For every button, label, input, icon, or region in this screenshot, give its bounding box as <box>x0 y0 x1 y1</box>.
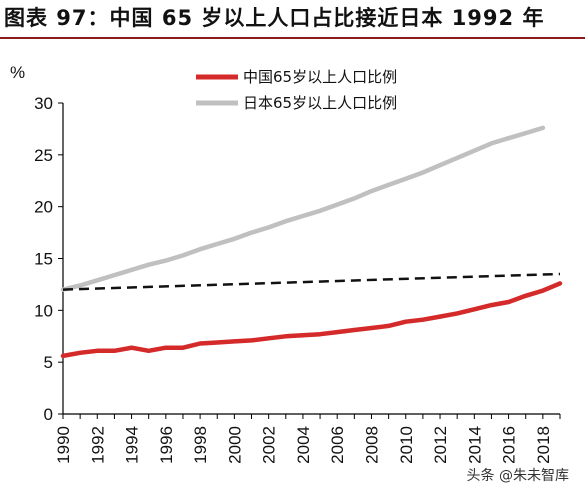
y-tick-label: 20 <box>34 198 53 217</box>
figure-title: 图表 97：中国 65 岁以上人口占比接近日本 1992 年 <box>4 6 545 30</box>
axes: 0 5 10 15 20 25 30 1990 1992 1994 1996 1998 2000 2002… <box>34 94 561 464</box>
x-tick-label: 2018 <box>534 426 553 464</box>
x-tick-label: 2010 <box>397 426 416 464</box>
reference-dashed-line <box>62 272 561 291</box>
x-tick-label: 2006 <box>328 426 347 464</box>
y-tick-label: 0 <box>44 405 53 424</box>
title-divider <box>0 37 585 39</box>
source-watermark: 头条 @朱未智库 <box>462 464 573 486</box>
china-series-line <box>60 281 563 359</box>
x-tick-label: 2004 <box>294 426 313 464</box>
x-tick-label: 2014 <box>465 426 484 464</box>
legend-label-japan: 日本65岁以上人口比例 <box>243 94 397 112</box>
x-tick-label: 1998 <box>191 426 210 464</box>
x-tick-label: 2000 <box>225 426 244 464</box>
series-layer <box>60 125 563 359</box>
x-tick-label: 2008 <box>362 426 381 464</box>
x-tick-label: 1996 <box>157 426 176 464</box>
y-tick-label: 15 <box>34 250 53 269</box>
x-tick-label: 1990 <box>54 426 73 464</box>
y-tick-label: 30 <box>34 94 53 113</box>
y-axis-unit-label: % <box>10 63 25 82</box>
y-tick-label: 10 <box>34 301 53 320</box>
x-tick-label: 2016 <box>500 426 519 464</box>
legend-label-china: 中国65岁以上人口比例 <box>243 68 397 86</box>
x-tick-label: 1994 <box>123 426 142 464</box>
x-tick-label: 1992 <box>88 426 107 464</box>
y-tick-label: 5 <box>44 353 53 372</box>
y-tick-label: 25 <box>34 146 53 165</box>
x-tick-label: 2002 <box>260 426 279 464</box>
x-tick-label: 2012 <box>431 426 450 464</box>
japan-series-line <box>60 125 546 292</box>
legend: 中国65岁以上人口比例 日本65岁以上人口比例 <box>196 68 397 112</box>
